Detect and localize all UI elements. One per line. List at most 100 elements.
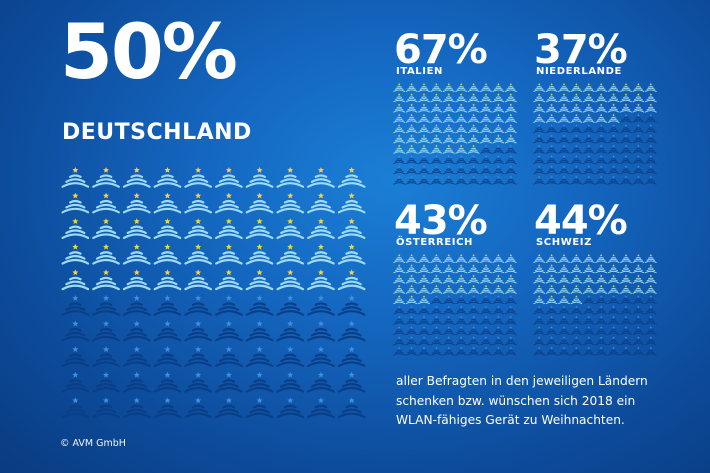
wifi-tree-icon-empty (545, 144, 558, 154)
panel-oesterreich-icon-grid (393, 254, 517, 356)
wifi-tree-icon-filled (405, 264, 418, 274)
wifi-tree-icon-empty (620, 336, 632, 346)
wifi-tree-icon-filled (276, 218, 305, 240)
wifi-tree-icon-filled (467, 83, 480, 92)
wifi-tree-icon-filled (92, 218, 120, 240)
wifi-tree-icon-empty (492, 144, 505, 154)
wifi-tree-icon-empty (620, 305, 632, 315)
wifi-tree-icon-empty (184, 371, 212, 393)
wifi-tree-icon-empty (430, 326, 443, 335)
wifi-tree-icon-empty (442, 346, 455, 356)
wifi-tree-icon-empty (405, 305, 418, 315)
wifi-tree-icon-filled (480, 93, 492, 103)
wifi-tree-icon-empty (418, 165, 430, 175)
wifi-tree-icon-empty (393, 305, 406, 315)
wifi-tree-icon-filled (405, 274, 418, 284)
wifi-tree-icon-empty (467, 326, 480, 335)
wifi-tree-icon-filled (504, 264, 517, 274)
wifi-tree-icon-empty (644, 175, 657, 185)
wifi-tree-icon-filled (405, 103, 418, 113)
caption-line-3: WLAN-fähiges Gerät zu Weihnachten. (396, 413, 625, 427)
wifi-tree-icon-empty (582, 124, 595, 134)
wifi-tree-icon-empty (467, 315, 480, 325)
wifi-tree-icon-empty (337, 295, 366, 316)
wifi-tree-icon-empty (582, 315, 595, 325)
wifi-tree-icon-empty (61, 295, 90, 316)
wifi-tree-icon-empty (545, 336, 558, 346)
wifi-tree-icon-empty (430, 175, 443, 185)
wifi-tree-icon-filled (442, 144, 455, 154)
wifi-tree-icon-empty (122, 346, 151, 368)
wifi-tree-icon-empty (607, 165, 620, 175)
wifi-tree-icon-filled (467, 124, 480, 134)
wifi-tree-icon-filled (467, 113, 480, 123)
panel-niederlande-country: NIEDERLANDE (536, 66, 622, 77)
wifi-tree-icon-filled (504, 124, 517, 134)
wifi-tree-icon-empty (620, 346, 632, 356)
wifi-tree-icon-filled (442, 254, 455, 263)
wifi-tree-icon-filled (405, 93, 418, 103)
panel-oesterreich-country: ÖSTERREICH (396, 237, 474, 248)
wifi-tree-icon-empty (582, 346, 595, 356)
wifi-tree-icon-filled (620, 83, 632, 92)
wifi-tree-icon-empty (632, 113, 645, 123)
wifi-tree-icon-empty (215, 295, 243, 316)
wifi-tree-icon-filled (245, 269, 274, 291)
wifi-tree-icon-filled (607, 264, 620, 274)
wifi-tree-icon-empty (184, 397, 212, 419)
wifi-tree-icon-empty (632, 144, 645, 154)
wifi-tree-icon-empty (455, 295, 468, 305)
wifi-tree-icon-filled (455, 103, 468, 113)
wifi-tree-icon-filled (337, 218, 366, 240)
wifi-tree-icon-empty (632, 346, 645, 356)
wifi-tree-icon-empty (533, 346, 546, 356)
wifi-tree-icon-filled (276, 269, 305, 291)
wifi-tree-icon-empty (492, 295, 505, 305)
wifi-tree-icon-empty (455, 326, 468, 335)
wifi-tree-icon-empty (607, 124, 620, 134)
wifi-tree-icon-filled (644, 254, 657, 263)
wifi-tree-icon-filled (418, 124, 430, 134)
wifi-tree-icon-empty (430, 346, 443, 356)
wifi-tree-icon-empty (492, 315, 505, 325)
wifi-tree-icon-empty (418, 155, 430, 164)
wifi-tree-icon-empty (570, 134, 583, 144)
wifi-tree-icon-filled (430, 124, 443, 134)
wifi-tree-icon-filled (533, 274, 546, 284)
wifi-tree-icon-empty (467, 346, 480, 356)
wifi-tree-icon-filled (632, 254, 645, 263)
main-percent: 50% (60, 7, 238, 96)
wifi-tree-icon-filled (405, 134, 418, 144)
wifi-tree-icon-filled (595, 254, 608, 263)
wifi-tree-icon-empty (153, 397, 182, 419)
wifi-tree-icon-empty (582, 295, 595, 305)
wifi-tree-icon-filled (480, 274, 492, 284)
wifi-tree-icon-filled (545, 284, 558, 294)
wifi-tree-icon-filled (430, 274, 443, 284)
wifi-tree-icon-empty (545, 175, 558, 185)
wifi-tree-icon-empty (337, 346, 366, 368)
panel-niederlande-percent: 37% (534, 27, 628, 73)
wifi-tree-icon-filled (153, 167, 182, 188)
wifi-tree-icon-filled (533, 113, 546, 123)
wifi-tree-icon-empty (492, 346, 505, 356)
wifi-tree-icon-empty (632, 315, 645, 325)
wifi-tree-icon-filled (480, 254, 492, 263)
wifi-tree-icon-filled (533, 103, 546, 113)
wifi-tree-icon-filled (558, 103, 570, 113)
wifi-tree-icon-filled (504, 284, 517, 294)
wifi-tree-icon-filled (545, 113, 558, 123)
wifi-tree-icon-filled (442, 83, 455, 92)
wifi-tree-icon-filled (122, 218, 151, 240)
wifi-tree-icon-empty (467, 305, 480, 315)
wifi-tree-icon-filled (595, 284, 608, 294)
wifi-tree-icon-empty (153, 346, 182, 368)
wifi-tree-icon-empty (492, 175, 505, 185)
wifi-tree-icon-empty (595, 336, 608, 346)
wifi-tree-icon-filled (455, 93, 468, 103)
wifi-tree-icon-filled (620, 264, 632, 274)
wifi-tree-icon-empty (307, 371, 335, 393)
wifi-tree-icon-filled (607, 254, 620, 263)
wifi-tree-icon-empty (61, 320, 90, 342)
wifi-tree-icon-filled (492, 83, 505, 92)
